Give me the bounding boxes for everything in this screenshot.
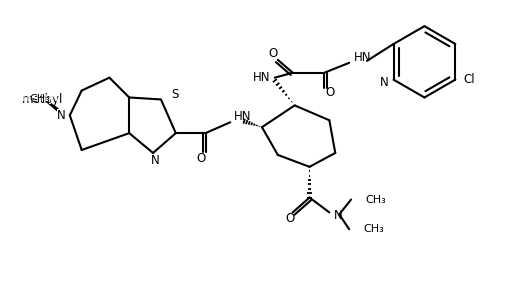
Text: Cl: Cl <box>463 73 475 86</box>
Text: CH₃: CH₃ <box>363 224 384 234</box>
Text: O: O <box>326 86 335 99</box>
Text: N: N <box>380 76 388 89</box>
Text: HN: HN <box>252 71 270 84</box>
Text: CH₃: CH₃ <box>365 194 386 204</box>
Text: methyl: methyl <box>18 91 59 104</box>
Text: HN: HN <box>234 110 252 123</box>
Text: N: N <box>151 154 159 167</box>
Text: N: N <box>334 209 343 222</box>
Text: N: N <box>57 109 66 122</box>
Text: N: N <box>57 109 66 122</box>
Text: HN: HN <box>354 51 372 64</box>
Text: O: O <box>268 47 278 60</box>
Text: methyl: methyl <box>21 93 63 106</box>
Text: O: O <box>196 153 205 165</box>
Text: CH₃: CH₃ <box>30 94 50 104</box>
Text: O: O <box>285 212 294 225</box>
Text: S: S <box>171 88 178 101</box>
